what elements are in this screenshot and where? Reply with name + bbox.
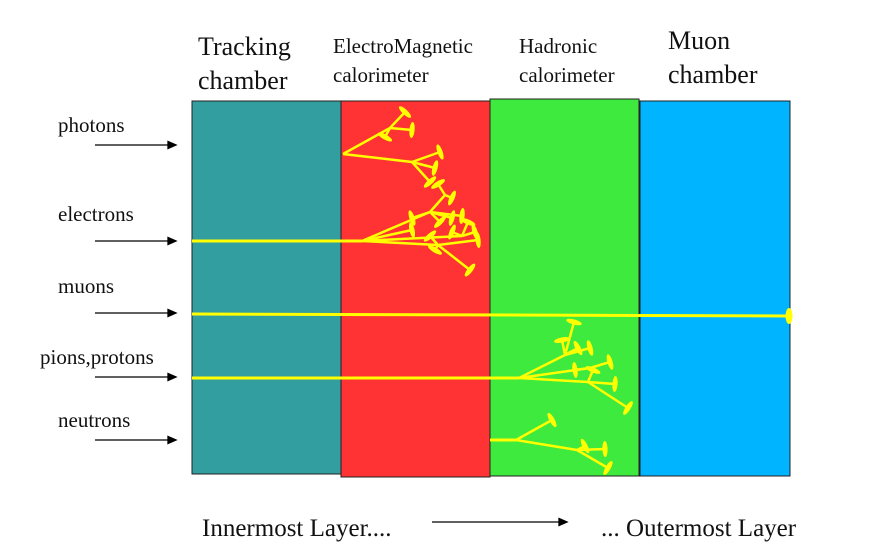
shower-tip: [547, 412, 557, 428]
hadron-shower: [518, 318, 633, 415]
shower-segment: [361, 228, 413, 243]
shower-tip: [398, 106, 412, 118]
shower-segment: [342, 152, 413, 164]
shower-segment: [576, 447, 606, 452]
shower-segment: [589, 360, 611, 370]
shower-segment: [518, 353, 566, 380]
particle-label-neutrons: neutrons: [58, 408, 131, 432]
em-header-line2: calorimeter: [333, 63, 429, 87]
muon-track-end: [785, 308, 793, 324]
shower-tip: [580, 438, 590, 454]
particle-label-photons: photons: [58, 113, 125, 137]
hadronic-calorimeter-layer: [489, 98, 640, 477]
shower-tip: [428, 245, 442, 255]
shower-segment: [411, 210, 431, 220]
shower-tip: [448, 190, 456, 206]
shower-segment: [429, 194, 446, 213]
shower-tip: [460, 218, 476, 226]
muon-chamber-layer: [639, 100, 791, 477]
shower-tip: [603, 460, 613, 476]
shower-tip: [573, 340, 583, 356]
shower-segment: [437, 238, 479, 247]
particle-label-electrons: electrons: [58, 202, 134, 226]
shower-segment: [515, 418, 553, 442]
shower-segment: [361, 239, 439, 247]
shower-tip: [612, 376, 618, 392]
hadronic-header-line2: calorimeter: [519, 63, 615, 87]
muon-chamber-header: Muon chamber: [668, 24, 758, 92]
shower-tip: [623, 401, 633, 415]
shower-segment: [587, 380, 616, 386]
shower-segment: [411, 161, 431, 183]
shower-tip: [464, 263, 476, 277]
shower-segment: [411, 150, 441, 164]
shower-tip: [475, 232, 481, 248]
shower-segment: [576, 448, 609, 470]
shower-segment: [389, 111, 406, 129]
hadronic-calorimeter-header: Hadronic calorimeter: [519, 32, 615, 90]
particle-tracks: [191, 239, 793, 442]
shower-tip: [377, 132, 393, 142]
shower-tip: [566, 318, 582, 326]
shower-tip: [572, 362, 578, 378]
shower-tip: [423, 176, 437, 188]
shower-tip: [431, 160, 439, 176]
shower-segment: [411, 160, 436, 170]
shower-segment: [389, 126, 413, 132]
tracking-header-line2: chamber: [198, 66, 288, 95]
shower-tip: [431, 179, 445, 189]
muon-header-line2: chamber: [668, 60, 758, 89]
muon-header-line1: Muon: [668, 26, 731, 55]
shower-segment: [518, 376, 589, 384]
tracking-chamber-layer: [191, 100, 342, 475]
shower-segment: [587, 380, 629, 410]
em-calorimeter-header: ElectroMagnetic calorimeter: [333, 32, 473, 90]
tracking-chamber-header: Tracking chamber: [198, 30, 291, 98]
particle-label-pions-protons: pions,protons: [40, 345, 154, 369]
em-header-line1: ElectroMagnetic: [333, 34, 473, 58]
photon-shower: [342, 106, 444, 188]
footer-outermost-label: ... Outermost Layer: [601, 515, 797, 542]
shower-tip: [434, 216, 446, 228]
shower-tip: [586, 340, 594, 356]
shower-tip: [554, 337, 570, 343]
hadronic-header-line1: Hadronic: [519, 34, 598, 58]
shower-tip: [409, 122, 415, 138]
shower-segment: [342, 126, 391, 156]
electron-shower: [361, 179, 481, 277]
shower-tip: [448, 224, 456, 240]
shower-tip: [423, 230, 437, 242]
shower-segment: [361, 234, 463, 243]
shower-tip: [585, 366, 601, 374]
shower-tip: [602, 441, 608, 457]
shower-tip: [408, 210, 416, 226]
incoming-arrows: [95, 140, 178, 445]
muon-track: [191, 312, 790, 318]
shower-tip: [436, 144, 444, 160]
direction-arrow: [432, 517, 569, 527]
shower-segment: [429, 210, 463, 218]
shower-tip: [606, 354, 614, 370]
shower-segment: [515, 438, 578, 452]
shower-segment: [437, 244, 471, 271]
tracking-header-line1: Tracking: [198, 32, 291, 61]
footer-innermost-label: Innermost Layer....: [202, 515, 392, 542]
particle-label-muons: muons: [58, 274, 115, 298]
neutron-shower: [515, 412, 613, 476]
